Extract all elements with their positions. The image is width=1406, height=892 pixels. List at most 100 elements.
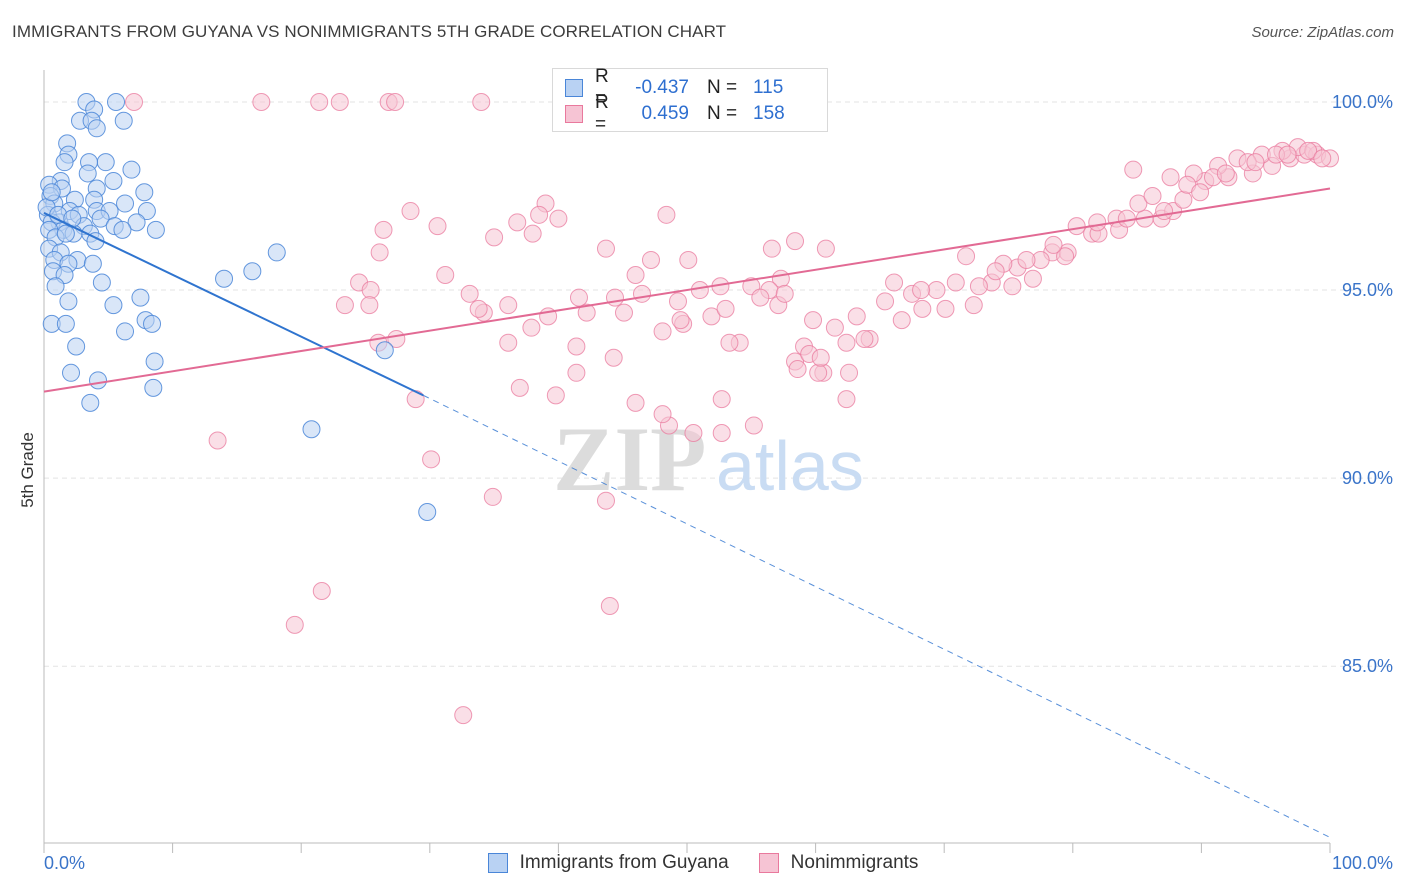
legend-r-label: R = <box>595 92 609 135</box>
data-point-nonimmigrants <box>483 487 502 506</box>
data-point-nonimmigrants <box>936 299 955 318</box>
y-tick-label: 90.0% <box>1342 468 1393 488</box>
data-point-nonimmigrants <box>1067 217 1086 236</box>
data-point-guyana <box>81 393 100 412</box>
data-point-guyana <box>96 153 115 172</box>
data-point-guyana <box>144 378 163 397</box>
data-point-guyana <box>55 153 74 172</box>
data-point-nonimmigrants <box>876 292 895 311</box>
data-point-nonimmigrants <box>310 92 329 111</box>
trend-line-nonimmigrants <box>43 187 1331 393</box>
data-point-nonimmigrants <box>946 273 965 292</box>
data-point-nonimmigrants <box>969 277 988 296</box>
data-point-guyana <box>418 502 437 521</box>
data-point-nonimmigrants <box>912 281 931 300</box>
data-point-guyana <box>78 164 97 183</box>
data-point-nonimmigrants <box>569 288 588 307</box>
y-axis-label: 5th Grade <box>18 432 37 508</box>
data-point-nonimmigrants <box>690 281 709 300</box>
data-point-nonimmigrants <box>386 92 405 111</box>
data-point-guyana <box>92 273 111 292</box>
data-point-nonimmigrants <box>809 363 828 382</box>
data-point-guyana <box>42 183 61 202</box>
data-point-guyana <box>116 194 135 213</box>
data-point-nonimmigrants <box>208 431 227 450</box>
legend-r-label: R = <box>595 66 609 109</box>
data-point-nonimmigrants <box>499 333 518 352</box>
data-point-nonimmigrants <box>1155 202 1174 221</box>
data-point-nonimmigrants <box>840 363 859 382</box>
data-point-nonimmigrants <box>508 213 527 232</box>
data-point-nonimmigrants <box>604 348 623 367</box>
data-point-nonimmigrants <box>600 597 619 616</box>
watermark-atlas: atlas <box>716 427 864 505</box>
data-point-nonimmigrants <box>751 288 770 307</box>
data-point-nonimmigrants <box>632 284 651 303</box>
data-point-nonimmigrants <box>1124 160 1143 179</box>
data-point-nonimmigrants <box>986 262 1005 281</box>
data-point-guyana <box>135 183 154 202</box>
data-point-nonimmigrants <box>523 224 542 243</box>
y-tick-label: 100.0% <box>1332 92 1393 112</box>
legend-item-nonimmigrants: Nonimmigrants <box>758 852 918 874</box>
data-point-nonimmigrants <box>596 491 615 510</box>
data-point-nonimmigrants <box>641 250 660 269</box>
data-point-nonimmigrants <box>712 390 731 409</box>
data-point-nonimmigrants <box>360 296 379 315</box>
data-point-nonimmigrants <box>716 299 735 318</box>
data-point-nonimmigrants <box>335 296 354 315</box>
data-point-nonimmigrants <box>330 92 349 111</box>
data-point-guyana <box>104 171 123 190</box>
data-point-nonimmigrants <box>712 423 731 442</box>
data-point-guyana <box>243 262 262 281</box>
series-legend: Immigrants from Guyana Nonimmigrants <box>0 852 1406 874</box>
data-point-guyana <box>137 202 156 221</box>
data-point-nonimmigrants <box>885 273 904 292</box>
data-point-nonimmigrants <box>549 209 568 228</box>
legend-n-label: N = <box>707 77 738 98</box>
data-point-nonimmigrants <box>530 205 549 224</box>
data-point-guyana <box>87 119 106 138</box>
data-point-nonimmigrants <box>1003 277 1022 296</box>
data-point-nonimmigrants <box>1017 250 1036 269</box>
data-point-guyana <box>83 254 102 273</box>
data-point-nonimmigrants <box>684 423 703 442</box>
legend-row-guyana: R = -0.437 N = 115 <box>565 66 783 109</box>
data-point-nonimmigrants <box>1056 247 1075 266</box>
data-point-guyana <box>107 92 126 111</box>
chart-title: IMMIGRANTS FROM GUYANA VS NONIMMIGRANTS … <box>12 22 727 41</box>
legend-swatch-pink <box>565 105 583 123</box>
data-point-nonimmigrants <box>668 292 687 311</box>
data-point-nonimmigrants <box>811 348 830 367</box>
data-point-nonimmigrants <box>1044 235 1063 254</box>
data-point-nonimmigrants <box>546 386 565 405</box>
data-point-nonimmigrants <box>605 288 624 307</box>
data-point-nonimmigrants <box>1117 209 1136 228</box>
data-point-nonimmigrants <box>847 307 866 326</box>
data-point-nonimmigrants <box>596 239 615 258</box>
data-point-nonimmigrants <box>762 239 781 258</box>
data-point-nonimmigrants <box>460 284 479 303</box>
data-point-guyana <box>122 160 141 179</box>
data-point-nonimmigrants <box>436 266 455 285</box>
data-point-nonimmigrants <box>913 299 932 318</box>
data-point-nonimmigrants <box>671 311 690 330</box>
data-point-nonimmigrants <box>406 390 425 409</box>
data-point-nonimmigrants <box>653 322 672 341</box>
data-point-nonimmigrants <box>837 333 856 352</box>
legend-n-value: 158 <box>753 103 785 124</box>
data-point-nonimmigrants <box>1174 190 1193 209</box>
data-point-nonimmigrants <box>1129 194 1148 213</box>
legend-item-guyana: Immigrants from Guyana <box>487 852 729 874</box>
data-point-nonimmigrants <box>788 360 807 379</box>
data-point-guyana <box>56 314 75 333</box>
data-point-guyana <box>131 288 150 307</box>
data-point-nonimmigrants <box>653 405 672 424</box>
correlation-legend: R = -0.437 N = 115 R = 0.459 N = 158 <box>552 66 828 135</box>
y-tick-label: 95.0% <box>1342 280 1393 300</box>
data-point-guyana <box>62 363 81 382</box>
data-point-nonimmigrants <box>786 232 805 251</box>
data-point-nonimmigrants <box>428 217 447 236</box>
data-point-nonimmigrants <box>401 202 420 221</box>
